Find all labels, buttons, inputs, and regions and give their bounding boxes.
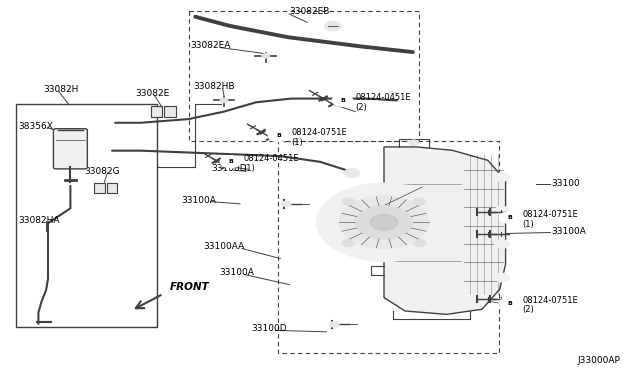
Text: 33082HA: 33082HA (18, 216, 60, 225)
FancyBboxPatch shape (164, 106, 176, 117)
Circle shape (409, 140, 419, 146)
Text: (1): (1) (291, 138, 303, 147)
Text: 38356X: 38356X (18, 122, 52, 131)
Text: B: B (507, 215, 512, 220)
Text: J33000AP: J33000AP (578, 356, 621, 365)
FancyBboxPatch shape (54, 129, 87, 169)
Circle shape (268, 130, 289, 142)
Text: 33100A: 33100A (552, 227, 586, 236)
Circle shape (344, 169, 360, 177)
Text: 08124-0451E: 08124-0451E (355, 93, 411, 102)
Circle shape (494, 173, 509, 182)
Circle shape (262, 54, 269, 58)
Text: 33082EB: 33082EB (289, 7, 330, 16)
FancyBboxPatch shape (94, 183, 104, 193)
Circle shape (317, 183, 451, 261)
Circle shape (342, 198, 355, 205)
Circle shape (342, 239, 355, 247)
Circle shape (339, 196, 429, 248)
Circle shape (413, 198, 426, 205)
Polygon shape (384, 147, 506, 314)
FancyBboxPatch shape (107, 183, 117, 193)
Text: B: B (276, 133, 281, 138)
Text: (2): (2) (355, 103, 367, 112)
Circle shape (329, 321, 339, 327)
Text: B: B (228, 159, 233, 164)
Circle shape (281, 201, 291, 207)
Text: 33100A: 33100A (219, 268, 253, 277)
Text: (1): (1) (522, 220, 534, 229)
Text: 33082H: 33082H (44, 85, 79, 94)
Text: 33082G: 33082G (84, 167, 120, 176)
Bar (16, 104, 157, 327)
Circle shape (494, 273, 509, 282)
Text: 08124-0751E: 08124-0751E (291, 128, 347, 137)
Text: 33082HB: 33082HB (193, 82, 235, 91)
Text: (1): (1) (243, 164, 255, 173)
Circle shape (494, 240, 509, 248)
Circle shape (220, 156, 241, 168)
Text: (2): (2) (522, 305, 534, 314)
Text: 33082E: 33082E (136, 89, 170, 98)
Circle shape (220, 98, 228, 103)
Circle shape (355, 205, 413, 239)
Text: 08124-0751E: 08124-0751E (522, 210, 578, 219)
Circle shape (499, 212, 520, 224)
Text: 33082EA: 33082EA (191, 41, 231, 50)
Text: FRONT: FRONT (170, 282, 209, 292)
Circle shape (494, 206, 509, 215)
FancyBboxPatch shape (150, 106, 162, 117)
Text: B: B (507, 301, 512, 306)
Text: 33100D: 33100D (211, 164, 247, 173)
Text: 33100AA: 33100AA (204, 242, 244, 251)
Circle shape (324, 21, 341, 31)
Text: 33100: 33100 (552, 179, 580, 187)
Text: B: B (340, 98, 345, 103)
Text: 33100A: 33100A (181, 196, 216, 205)
Circle shape (413, 239, 426, 247)
Text: 08124-0751E: 08124-0751E (522, 296, 578, 305)
Circle shape (332, 94, 353, 106)
Text: 33100D: 33100D (251, 324, 287, 333)
Circle shape (370, 214, 398, 230)
Text: 08124-0451E: 08124-0451E (243, 154, 299, 163)
Circle shape (499, 297, 520, 309)
